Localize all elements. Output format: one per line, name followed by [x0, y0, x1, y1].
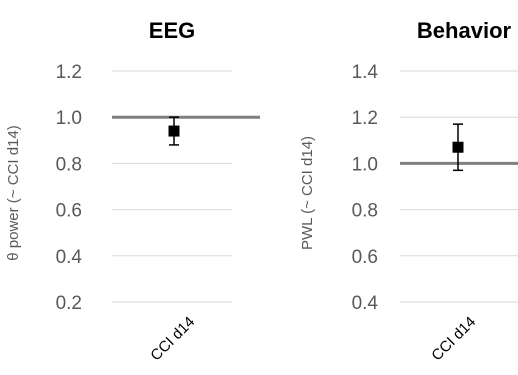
behavior-panel: Behavior PWL (~ CCI d14) 0.4 0.6 0.8 1.0 1.2…	[299, 18, 518, 364]
chart-title: EEG	[149, 18, 195, 43]
data-point	[168, 125, 180, 137]
y-tick-labels: 0.2 0.4 0.6 0.8 1.0 1.2	[56, 62, 83, 314]
x-tick-label: CCI d14	[147, 313, 198, 364]
data-marks	[452, 123, 464, 172]
grid-lines	[112, 70, 232, 303]
y-tick-label: 1.0	[352, 154, 378, 175]
y-tick-label: 0.6	[56, 201, 82, 222]
y-tick-label: 0.8	[56, 154, 82, 175]
data-marks	[168, 116, 180, 146]
y-tick-label: 0.4	[352, 293, 379, 314]
y-tick-label: 0.6	[352, 247, 378, 268]
y-tick-label: 1.2	[352, 108, 378, 129]
chart-title: Behavior	[417, 18, 512, 43]
y-tick-label: 1.4	[352, 62, 379, 83]
y-tick-label: 0.4	[56, 247, 83, 268]
data-point	[452, 141, 464, 153]
eeg-panel: EEG θ power (~ CCI d14) 0.2 0.4 0.6 0.8 1.0 1…	[5, 18, 260, 364]
y-axis-label: PWL (~ CCI d14)	[299, 136, 316, 250]
grid-lines	[400, 70, 518, 303]
x-tick-label: CCI d14	[428, 313, 479, 364]
y-tick-label: 0.2	[56, 293, 82, 314]
y-tick-label: 0.8	[352, 201, 378, 222]
y-axis-label: θ power (~ CCI d14)	[5, 125, 22, 260]
y-tick-label: 1.2	[56, 62, 82, 83]
y-tick-labels: 0.4 0.6 0.8 1.0 1.2 1.4	[352, 62, 379, 314]
y-tick-label: 1.0	[56, 108, 82, 129]
